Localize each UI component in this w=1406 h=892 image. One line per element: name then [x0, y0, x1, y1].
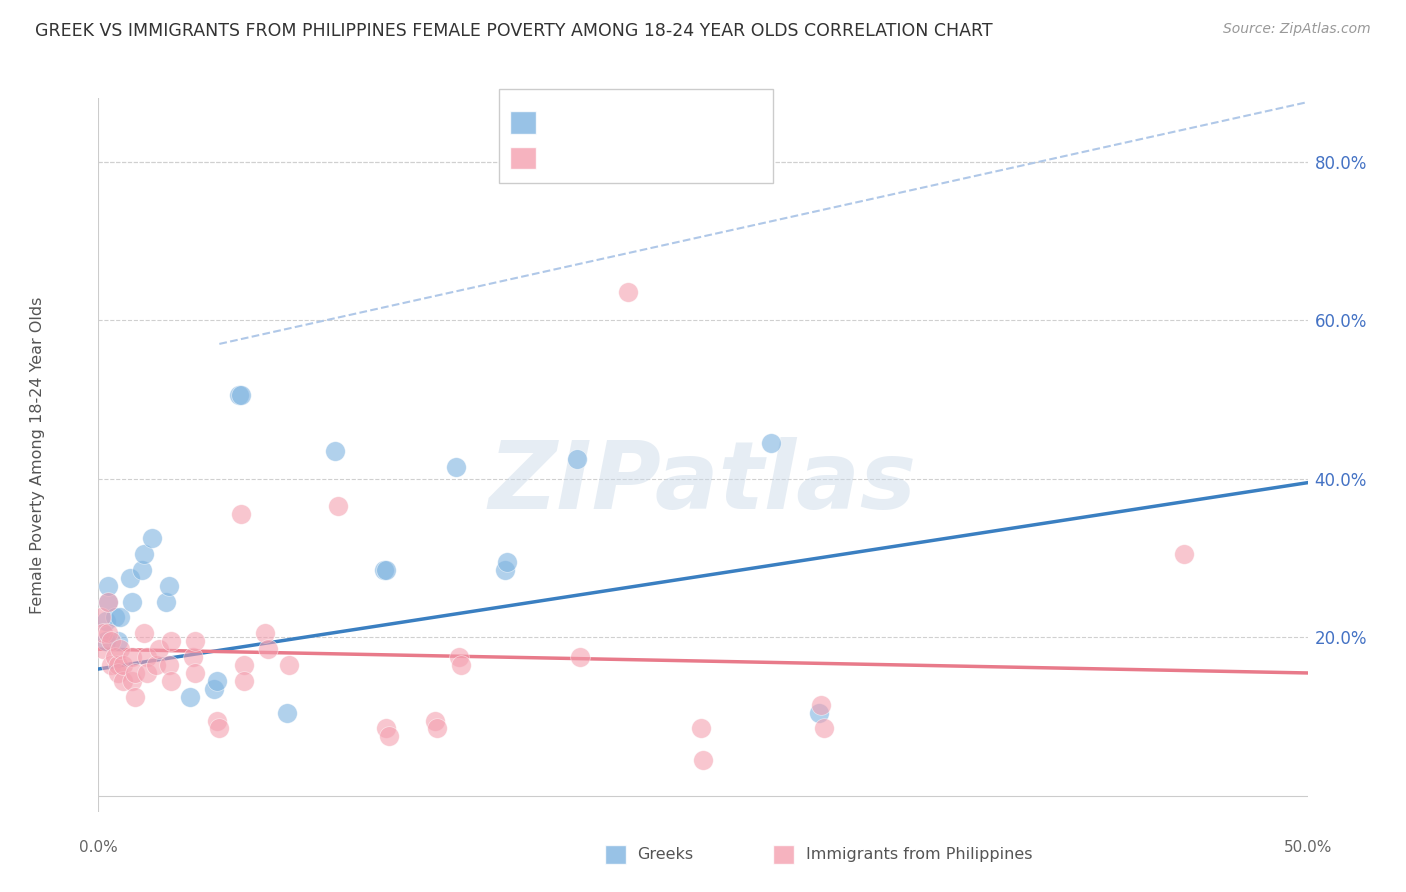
Point [759, 436, 782, 450]
Point [1173, 547, 1195, 561]
Text: 50.0%: 50.0% [1284, 840, 1331, 855]
Point [135, 650, 157, 665]
Point [278, 658, 301, 673]
Point [426, 722, 449, 736]
Point [208, 722, 231, 736]
Point [141, 531, 163, 545]
Point [97, 594, 120, 608]
Point [118, 571, 141, 585]
Point [184, 634, 207, 648]
Point [107, 658, 129, 673]
Point [808, 706, 831, 720]
Point [160, 634, 183, 648]
Point [256, 642, 278, 657]
Point [155, 594, 177, 608]
Point [100, 658, 122, 673]
Text: GREEK VS IMMIGRANTS FROM PHILIPPINES FEMALE POVERTY AMONG 18-24 YEAR OLDS CORREL: GREEK VS IMMIGRANTS FROM PHILIPPINES FEM… [35, 22, 993, 40]
Point [375, 563, 398, 577]
Point [446, 459, 468, 474]
Point [447, 650, 470, 665]
Point [135, 665, 157, 680]
Point [111, 673, 134, 688]
Text: Immigrants from Philippines: Immigrants from Philippines [806, 847, 1032, 862]
Point [184, 665, 207, 680]
Point [94, 615, 117, 629]
Point [496, 555, 519, 569]
Point [94, 634, 117, 648]
Point [157, 658, 180, 673]
Point [229, 508, 252, 522]
Point [232, 673, 254, 688]
Point [121, 673, 143, 688]
Point [692, 753, 714, 767]
Point [124, 665, 146, 680]
Point [97, 594, 120, 608]
Point [325, 444, 347, 458]
Point [104, 610, 127, 624]
Point [97, 579, 120, 593]
Text: R =  0.432   N = 29: R = 0.432 N = 29 [547, 113, 710, 131]
Point [229, 388, 252, 402]
Point [181, 650, 204, 665]
Point [121, 594, 143, 608]
Point [134, 547, 156, 561]
Point [326, 500, 349, 514]
Point [124, 690, 146, 704]
Point [157, 579, 180, 593]
Point [373, 563, 395, 577]
Text: 0.0%: 0.0% [79, 840, 118, 855]
Point [108, 610, 131, 624]
Point [810, 698, 832, 712]
Point [689, 722, 711, 736]
Point [145, 658, 167, 673]
Point [134, 626, 156, 640]
Point [107, 665, 129, 680]
Point [494, 563, 516, 577]
Point [131, 563, 153, 577]
Point [108, 642, 131, 657]
Point [276, 706, 298, 720]
Text: Female Poverty Among 18-24 Year Olds: Female Poverty Among 18-24 Year Olds [31, 296, 45, 614]
Point [228, 388, 250, 402]
Point [91, 626, 114, 640]
Point [232, 658, 254, 673]
Point [617, 285, 640, 300]
Text: ZIPatlas: ZIPatlas [489, 437, 917, 530]
Point [90, 610, 112, 624]
Text: R = -0.057   N = 50: R = -0.057 N = 50 [547, 149, 710, 167]
Point [107, 634, 129, 648]
Point [450, 658, 472, 673]
Point [813, 722, 835, 736]
Point [375, 722, 398, 736]
Point [204, 681, 226, 696]
Point [104, 650, 127, 665]
Point [423, 714, 446, 728]
Point [100, 634, 122, 648]
Point [97, 626, 120, 640]
Point [148, 642, 170, 657]
Point [111, 658, 134, 673]
Point [205, 714, 228, 728]
Point [254, 626, 277, 640]
Point [179, 690, 201, 704]
Point [568, 650, 591, 665]
Point [567, 451, 589, 466]
Point [121, 650, 143, 665]
Text: Source: ZipAtlas.com: Source: ZipAtlas.com [1223, 22, 1371, 37]
Point [377, 730, 399, 744]
Text: Greeks: Greeks [637, 847, 693, 862]
Point [205, 673, 228, 688]
Point [160, 673, 183, 688]
Point [91, 642, 114, 657]
